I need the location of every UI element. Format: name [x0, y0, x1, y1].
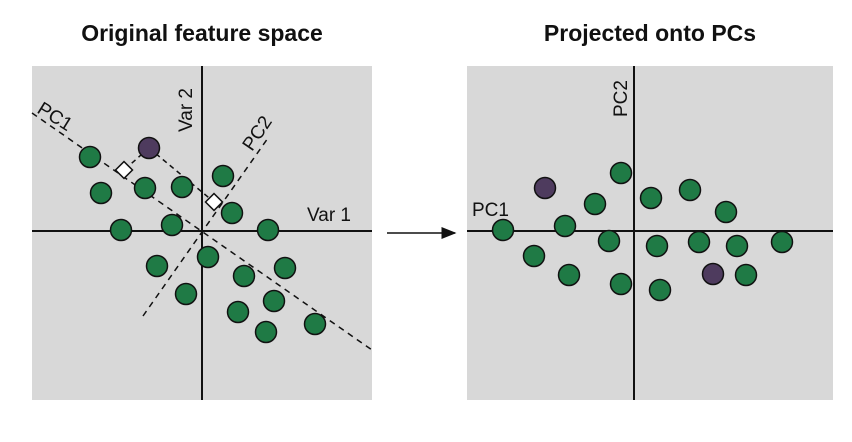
right-highlight-point — [701, 262, 725, 286]
right-data-point — [522, 244, 546, 268]
projection-marker-pc2 — [204, 192, 224, 212]
left-data-point — [89, 181, 113, 205]
right-data-point — [648, 278, 672, 302]
left-panel: Var 1 Var 2 PC1 PC2 — [31, 66, 373, 400]
left-data-point — [145, 254, 169, 278]
right-data-point — [645, 234, 669, 258]
pc2-projected-axis-label: PC2 — [611, 80, 632, 117]
left-data-point — [196, 245, 220, 269]
right-data-point — [639, 186, 663, 210]
left-data-point — [211, 164, 235, 188]
left-data-point — [232, 264, 256, 288]
right-data-point — [609, 272, 633, 296]
right-data-point — [687, 230, 711, 254]
right-data-point — [557, 263, 581, 287]
left-data-point — [174, 282, 198, 306]
left-data-point — [170, 175, 194, 199]
pc2-axis — [142, 137, 269, 317]
right-data-point — [714, 200, 738, 224]
projection-marker-pc1 — [114, 160, 134, 180]
left-data-point — [303, 312, 327, 336]
right-data-points — [491, 161, 794, 302]
right-data-point — [725, 234, 749, 258]
left-data-point — [254, 320, 278, 344]
left-data-point — [160, 213, 184, 237]
right-data-point — [770, 230, 794, 254]
left-data-point — [256, 218, 280, 242]
left-data-point — [78, 145, 102, 169]
right-data-point — [734, 263, 758, 287]
right-data-point — [597, 229, 621, 253]
right-data-point — [491, 218, 515, 242]
right-panel: PC1 PC2 — [467, 66, 833, 400]
right-data-point — [678, 178, 702, 202]
right-panel-title: Projected onto PCs — [543, 20, 757, 46]
pc1-projected-axis-label: PC1 — [472, 200, 509, 221]
var1-axis-label: Var 1 — [307, 205, 351, 226]
right-data-point — [553, 214, 577, 238]
left-data-point — [109, 218, 133, 242]
right-panel-background — [467, 66, 833, 400]
right-data-point — [583, 192, 607, 216]
left-data-points — [78, 136, 327, 344]
left-data-point — [262, 289, 286, 313]
left-highlight-point — [137, 136, 161, 160]
var2-axis-label: Var 2 — [176, 88, 197, 132]
left-data-point — [133, 176, 157, 200]
right-highlight-point — [533, 176, 557, 200]
left-panel-title: Original feature space — [81, 20, 323, 46]
left-data-point — [273, 256, 297, 280]
right-data-point — [609, 161, 633, 185]
left-data-point — [226, 300, 250, 324]
left-data-point — [220, 201, 244, 225]
